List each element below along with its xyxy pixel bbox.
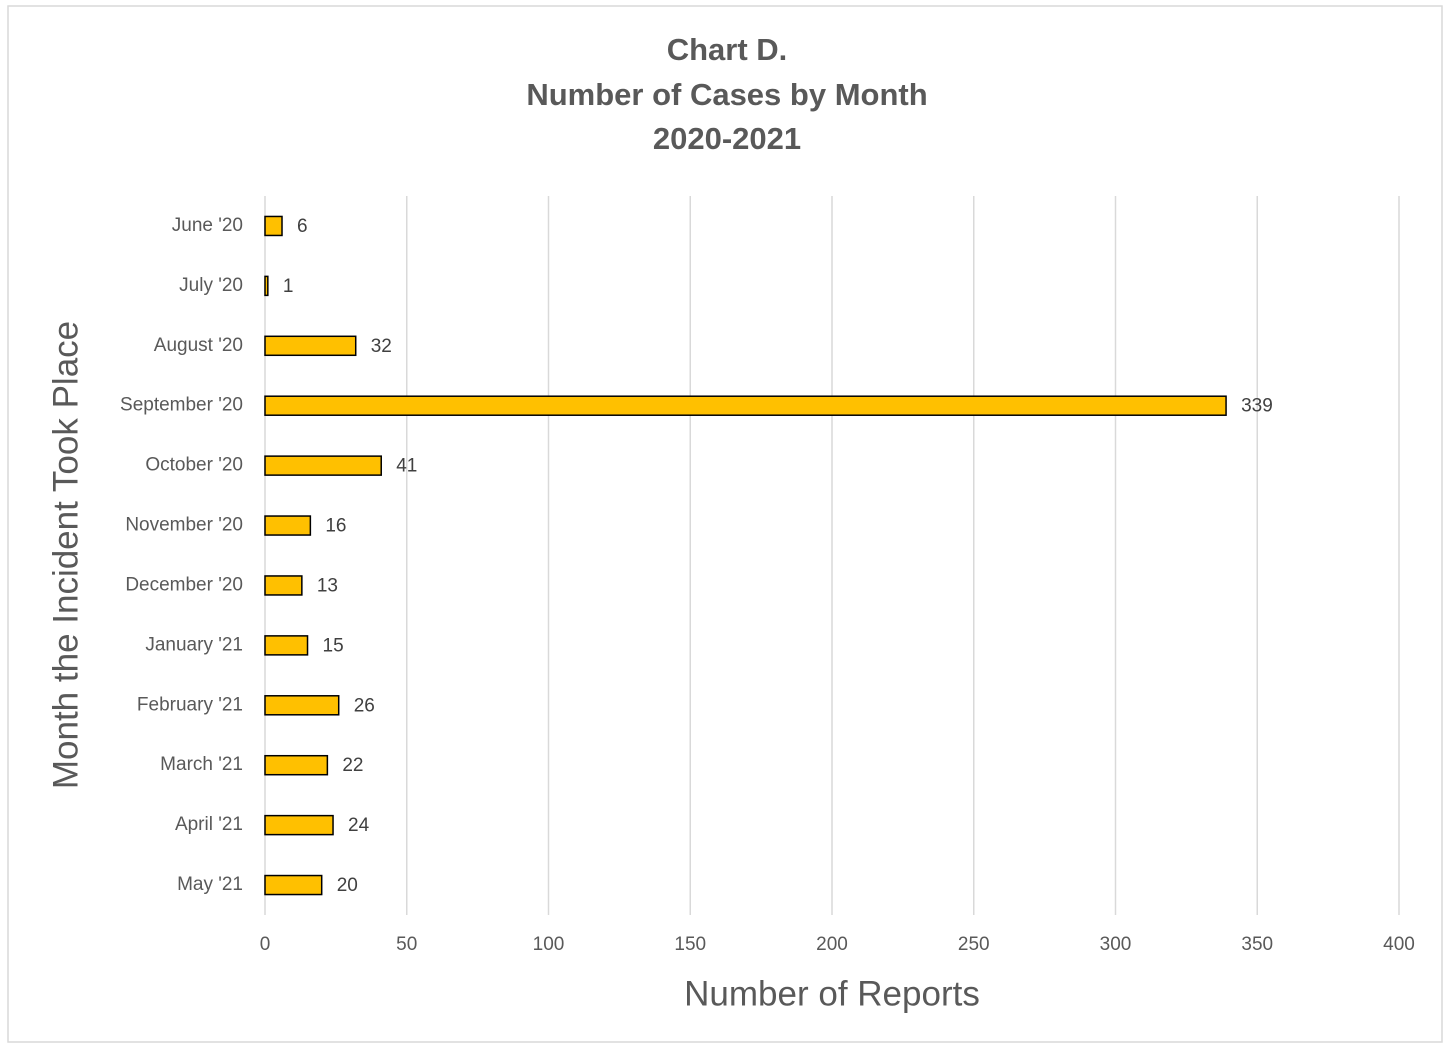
bar bbox=[264, 515, 312, 536]
x-tick-label: 150 bbox=[674, 934, 706, 955]
bar bbox=[264, 335, 357, 357]
y-tick-label: June '20 bbox=[172, 215, 243, 236]
data-label: 339 bbox=[1241, 396, 1273, 417]
y-tick-label: September '20 bbox=[120, 395, 243, 416]
bar bbox=[264, 395, 1227, 416]
x-tick-label: 100 bbox=[533, 934, 565, 955]
y-tick-label: April '21 bbox=[175, 814, 243, 835]
chart-title: Chart D. bbox=[667, 32, 788, 67]
y-tick-label: February '21 bbox=[137, 694, 243, 715]
data-label: 24 bbox=[348, 815, 370, 836]
x-tick-label: 400 bbox=[1383, 934, 1415, 955]
data-label: 13 bbox=[317, 575, 338, 596]
y-axis-title: Month the Incident Took Place bbox=[46, 321, 85, 789]
data-label: 41 bbox=[396, 456, 417, 477]
bar bbox=[264, 754, 329, 776]
y-tick-label: July '20 bbox=[179, 275, 243, 296]
data-label: 26 bbox=[354, 695, 375, 716]
chart-border bbox=[7, 5, 1443, 1043]
x-tick-label: 300 bbox=[1100, 934, 1132, 955]
bar bbox=[264, 874, 323, 896]
y-tick-label: January '21 bbox=[145, 634, 243, 655]
data-label: 32 bbox=[371, 336, 392, 357]
x-axis-title: Number of Reports bbox=[684, 974, 980, 1013]
bar bbox=[264, 635, 309, 656]
bar bbox=[264, 814, 334, 836]
bar bbox=[264, 455, 382, 476]
x-tick-label: 0 bbox=[260, 934, 271, 955]
data-label: 22 bbox=[342, 755, 363, 776]
data-label: 6 bbox=[297, 216, 308, 237]
x-tick-label: 200 bbox=[816, 934, 848, 955]
y-tick-label: November '20 bbox=[125, 515, 243, 536]
x-tick-label: 350 bbox=[1241, 934, 1273, 955]
bar bbox=[264, 215, 283, 237]
x-tick-label: 50 bbox=[396, 934, 417, 955]
bar bbox=[264, 575, 303, 596]
y-tick-label: May '21 bbox=[177, 874, 243, 895]
bar bbox=[264, 695, 340, 716]
y-tick-label: March '21 bbox=[160, 754, 243, 775]
chart-title: Number of Cases by Month bbox=[526, 77, 927, 112]
chart-title: 2020-2021 bbox=[653, 121, 801, 156]
y-tick-label: October '20 bbox=[145, 455, 243, 476]
data-label: 1 bbox=[283, 276, 294, 297]
bar bbox=[264, 275, 269, 297]
y-tick-label: December '20 bbox=[125, 574, 243, 595]
x-tick-label: 250 bbox=[958, 934, 990, 955]
y-tick-label: August '20 bbox=[154, 335, 243, 356]
data-label: 16 bbox=[325, 516, 346, 537]
data-label: 15 bbox=[323, 635, 344, 656]
data-label: 20 bbox=[337, 875, 358, 896]
